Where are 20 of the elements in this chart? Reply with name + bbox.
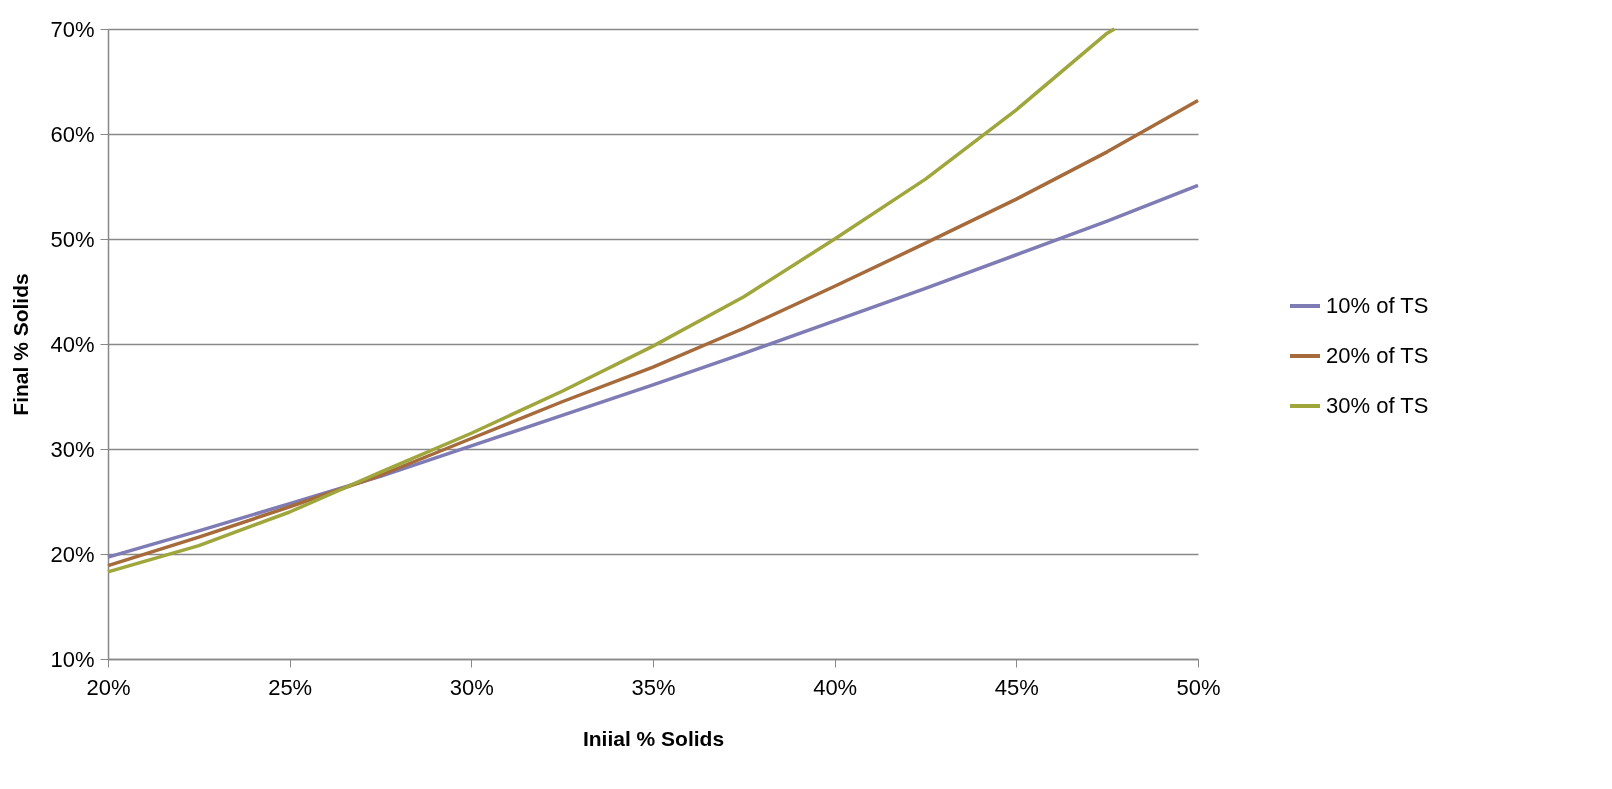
- y-axis-title: Final % Solids: [9, 273, 33, 416]
- y-tick-label: 30%: [50, 436, 95, 462]
- x-tick-label: 35%: [631, 674, 676, 700]
- legend-label: 20% of TS: [1326, 343, 1429, 368]
- y-tick-label: 70%: [50, 16, 95, 42]
- x-tick-label: 20%: [86, 674, 131, 700]
- y-tick-label: 40%: [50, 331, 95, 357]
- x-tick-label: 30%: [449, 674, 494, 700]
- x-tick-label: 50%: [1176, 674, 1221, 700]
- line-series: [106, 27, 1117, 574]
- y-tick-label: 10%: [50, 646, 95, 672]
- y-tick-label: 50%: [50, 226, 95, 252]
- x-tick-label: 40%: [813, 674, 858, 700]
- legend-label: 30% of TS: [1326, 393, 1429, 418]
- y-tick-label: 60%: [50, 121, 95, 147]
- legend-label: 10% of TS: [1326, 293, 1429, 318]
- x-tick-label: 25%: [268, 674, 313, 700]
- x-axis-title: Iniial % Solids: [582, 726, 725, 750]
- x-tick-label: 45%: [994, 674, 1039, 700]
- y-tick-label: 20%: [50, 541, 95, 567]
